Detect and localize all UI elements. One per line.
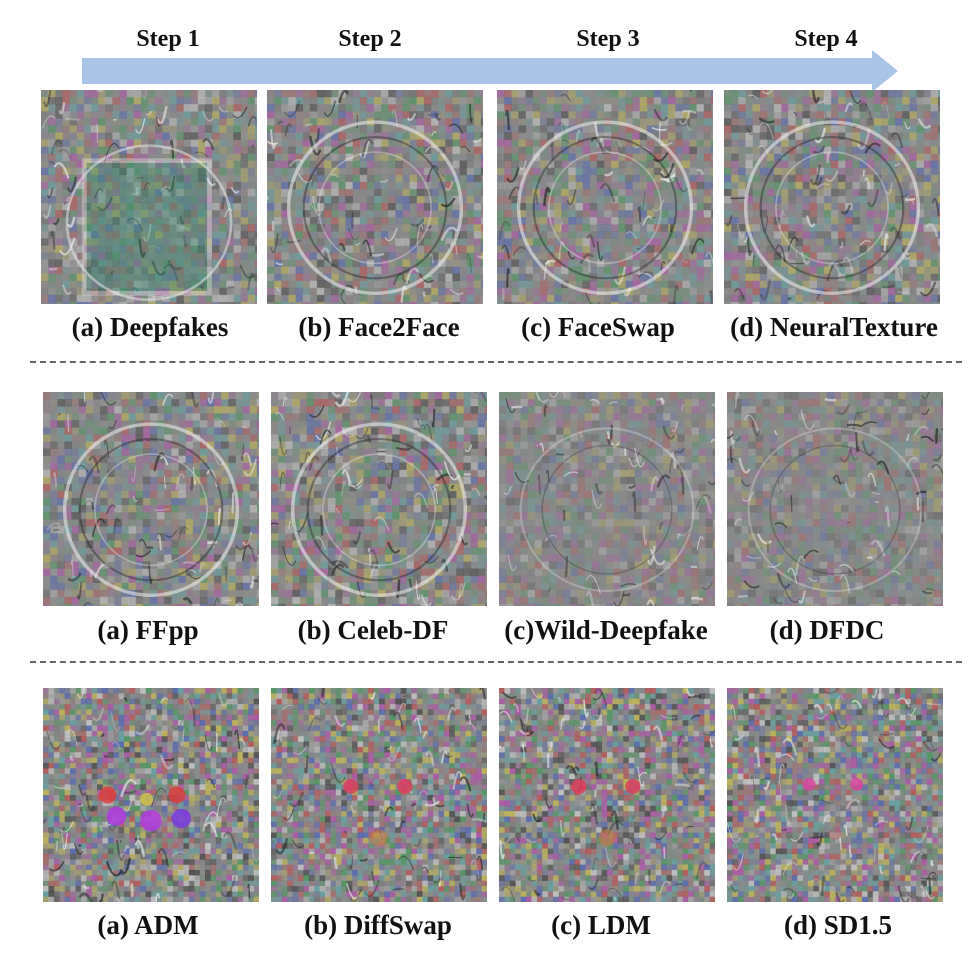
step-label-2: Step 2	[338, 26, 402, 52]
step-label-4: Step 4	[794, 26, 858, 52]
caption-faceswap: (c) FaceSwap	[521, 312, 675, 342]
progress-arrow	[82, 50, 898, 92]
panel-dfdc	[727, 392, 943, 606]
caption-adm: (a) ADM	[97, 910, 199, 940]
panel-wild-deepfake	[499, 392, 715, 606]
panel-celeb-df	[271, 392, 487, 606]
progress-arrow-shape	[82, 50, 898, 92]
caption-ldm: (c) LDM	[551, 910, 651, 940]
caption-dfdc: (d) DFDC	[769, 615, 885, 645]
panel-deepfakes	[41, 90, 257, 304]
divider-1	[30, 361, 962, 363]
panel-neuraltexture	[724, 90, 940, 304]
step-label-3: Step 3	[576, 26, 640, 52]
caption-ffpp: (a) FFpp	[97, 615, 199, 645]
caption-sd15: (d) SD1.5	[783, 910, 893, 940]
caption-deepfakes: (a) Deepfakes	[71, 312, 229, 342]
caption-diffswap: (b) DiffSwap	[304, 910, 452, 940]
panel-adm	[43, 688, 259, 902]
panel-faceswap	[497, 90, 713, 304]
caption-face2face: (b) Face2Face	[298, 312, 460, 342]
step-label-1: Step 1	[136, 26, 200, 52]
caption-celeb-df: (b) Celeb-DF	[297, 615, 449, 645]
panel-face2face	[267, 90, 483, 304]
panel-ffpp	[43, 392, 259, 606]
caption-wild-deepfake: (c)Wild-Deepfake	[504, 615, 708, 645]
panel-ldm	[499, 688, 715, 902]
caption-neuraltexture: (d) NeuralTexture	[730, 312, 938, 342]
divider-2	[30, 661, 962, 663]
panel-diffswap	[271, 688, 487, 902]
panel-sd15	[727, 688, 943, 902]
